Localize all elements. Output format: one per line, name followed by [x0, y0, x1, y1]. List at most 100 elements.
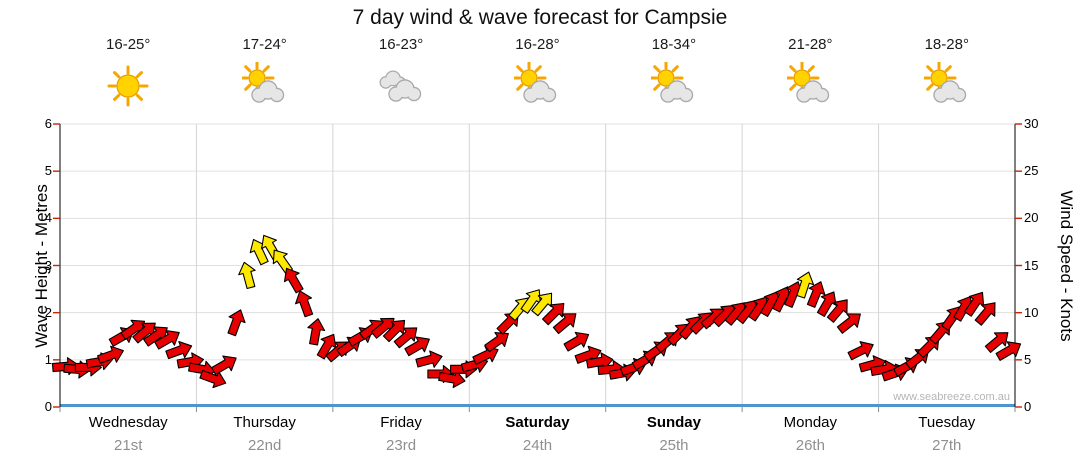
wind-arrow	[227, 309, 246, 337]
page-title: 7 day wind & wave forecast for Campsie	[352, 6, 728, 29]
weather-icon-partly-graphic	[239, 60, 284, 103]
left-tick-label: 2	[44, 304, 52, 320]
wind-arrow-shape	[563, 331, 590, 352]
day-date: 22nd	[247, 437, 282, 454]
wind-arrow-shape	[404, 336, 430, 357]
wind-arrow-shape	[393, 327, 418, 349]
weather-icon-sunny	[60, 62, 196, 112]
wind-arrow-shape	[816, 291, 837, 318]
wind-arrow-shape	[165, 341, 193, 360]
wind-arrow-shape	[227, 309, 246, 337]
wind-arrow-shape	[97, 345, 124, 364]
wind-arrow	[974, 302, 996, 326]
wind-arrow-shape	[382, 319, 406, 343]
wind-arrow-shape	[836, 313, 861, 334]
wind-arrow-shape	[796, 271, 815, 299]
day-date: 23rd	[386, 437, 417, 454]
day-date: 26th	[795, 437, 825, 454]
right-tick-label: 15	[1024, 257, 1039, 273]
day-date: 25th	[659, 437, 689, 454]
wind-arrow	[97, 345, 124, 364]
wind-arrow-shape	[984, 332, 1009, 353]
day-temp: 16-25°	[106, 36, 151, 53]
wind-arrow	[531, 292, 553, 317]
day-temp: 16-28°	[515, 36, 560, 53]
wind-arrow-shape	[415, 350, 443, 368]
wind-arrow-shape	[211, 355, 237, 376]
left-tick-label: 6	[44, 116, 52, 131]
right-tick-label: 10	[1024, 304, 1039, 320]
day-temp: 21-28°	[788, 36, 833, 53]
wind-arrow-shape	[531, 292, 553, 317]
wind-arrow	[806, 281, 826, 308]
weather-icon-sunny-graphic	[107, 65, 149, 107]
left-tick-label: 3	[44, 257, 52, 273]
day-name: Thursday	[233, 414, 296, 431]
left-tick-label: 4	[44, 210, 52, 226]
wind-arrow-shape	[974, 302, 996, 326]
weather-icon-partly	[196, 60, 332, 112]
wind-arrow-shape	[295, 290, 314, 318]
weather-icon-partly	[742, 60, 878, 112]
right-tick-label: 0	[1024, 399, 1032, 414]
wind-arrow	[484, 332, 509, 353]
wind-arrow	[415, 350, 443, 368]
wind-arrow	[563, 331, 590, 352]
weather-icon-partly	[606, 60, 742, 112]
watermark: www.seabreeze.com.au	[893, 391, 1010, 403]
day-name: Friday	[380, 414, 422, 431]
day-name: Saturday	[505, 414, 570, 431]
wind-arrow-shape	[995, 341, 1022, 361]
left-tick-label: 0	[44, 399, 52, 414]
wind-arrow-shape	[154, 329, 180, 350]
wind-arrow	[552, 313, 577, 335]
wind-arrow-shape	[552, 313, 577, 335]
wind-arrow	[826, 299, 848, 323]
day-temp: 17-24°	[242, 36, 287, 53]
weather-icon-partly-graphic	[511, 60, 557, 103]
day-name: Monday	[783, 414, 838, 431]
wind-arrow-shape	[826, 299, 848, 323]
wind-arrow	[836, 313, 861, 334]
wind-arrow	[154, 329, 180, 350]
wind-arrow	[404, 336, 430, 357]
wind-arrow	[542, 302, 565, 326]
day-temp: 18-28°	[924, 36, 969, 53]
weather-icon-cloudy	[333, 62, 469, 112]
wind-arrow	[307, 318, 326, 346]
wind-arrow	[393, 327, 418, 349]
wind-arrow	[472, 345, 499, 365]
wind-arrow	[984, 332, 1009, 353]
wind-arrow	[382, 319, 406, 343]
right-tick-label: 30	[1024, 116, 1039, 131]
day-name: Tuesday	[918, 414, 976, 431]
left-tick-label: 5	[44, 163, 52, 179]
day-name: Sunday	[646, 414, 701, 431]
wind-arrow-shape	[806, 281, 826, 308]
weather-icon-cloudy-graphic	[379, 70, 422, 102]
day-temp: 16-23°	[378, 36, 424, 53]
wind-arrow	[238, 261, 256, 290]
day-date: 27th	[932, 437, 962, 454]
weather-icon-partly-graphic	[648, 60, 694, 103]
day-date: 21st	[114, 437, 143, 454]
weather-icon-partly-graphic	[921, 60, 966, 103]
wind-arrow	[295, 290, 314, 318]
weather-icon-partly	[879, 60, 1015, 112]
weather-icon-partly-graphic	[784, 60, 830, 103]
wind-arrow	[816, 291, 837, 318]
wind-arrow	[796, 271, 815, 299]
right-tick-label: 25	[1024, 163, 1039, 179]
day-temp: 18-34°	[651, 36, 697, 53]
wind-arrow	[211, 355, 237, 376]
wind-arrow-shape	[238, 261, 256, 290]
right-tick-label: 20	[1024, 210, 1039, 226]
wind-arrow	[995, 341, 1022, 361]
right-tick-label: 5	[1024, 351, 1032, 367]
wind-arrow	[847, 341, 874, 361]
wind-arrow-shape	[847, 341, 874, 361]
day-date: 24th	[522, 437, 553, 454]
wind-arrow-shape	[472, 345, 499, 365]
